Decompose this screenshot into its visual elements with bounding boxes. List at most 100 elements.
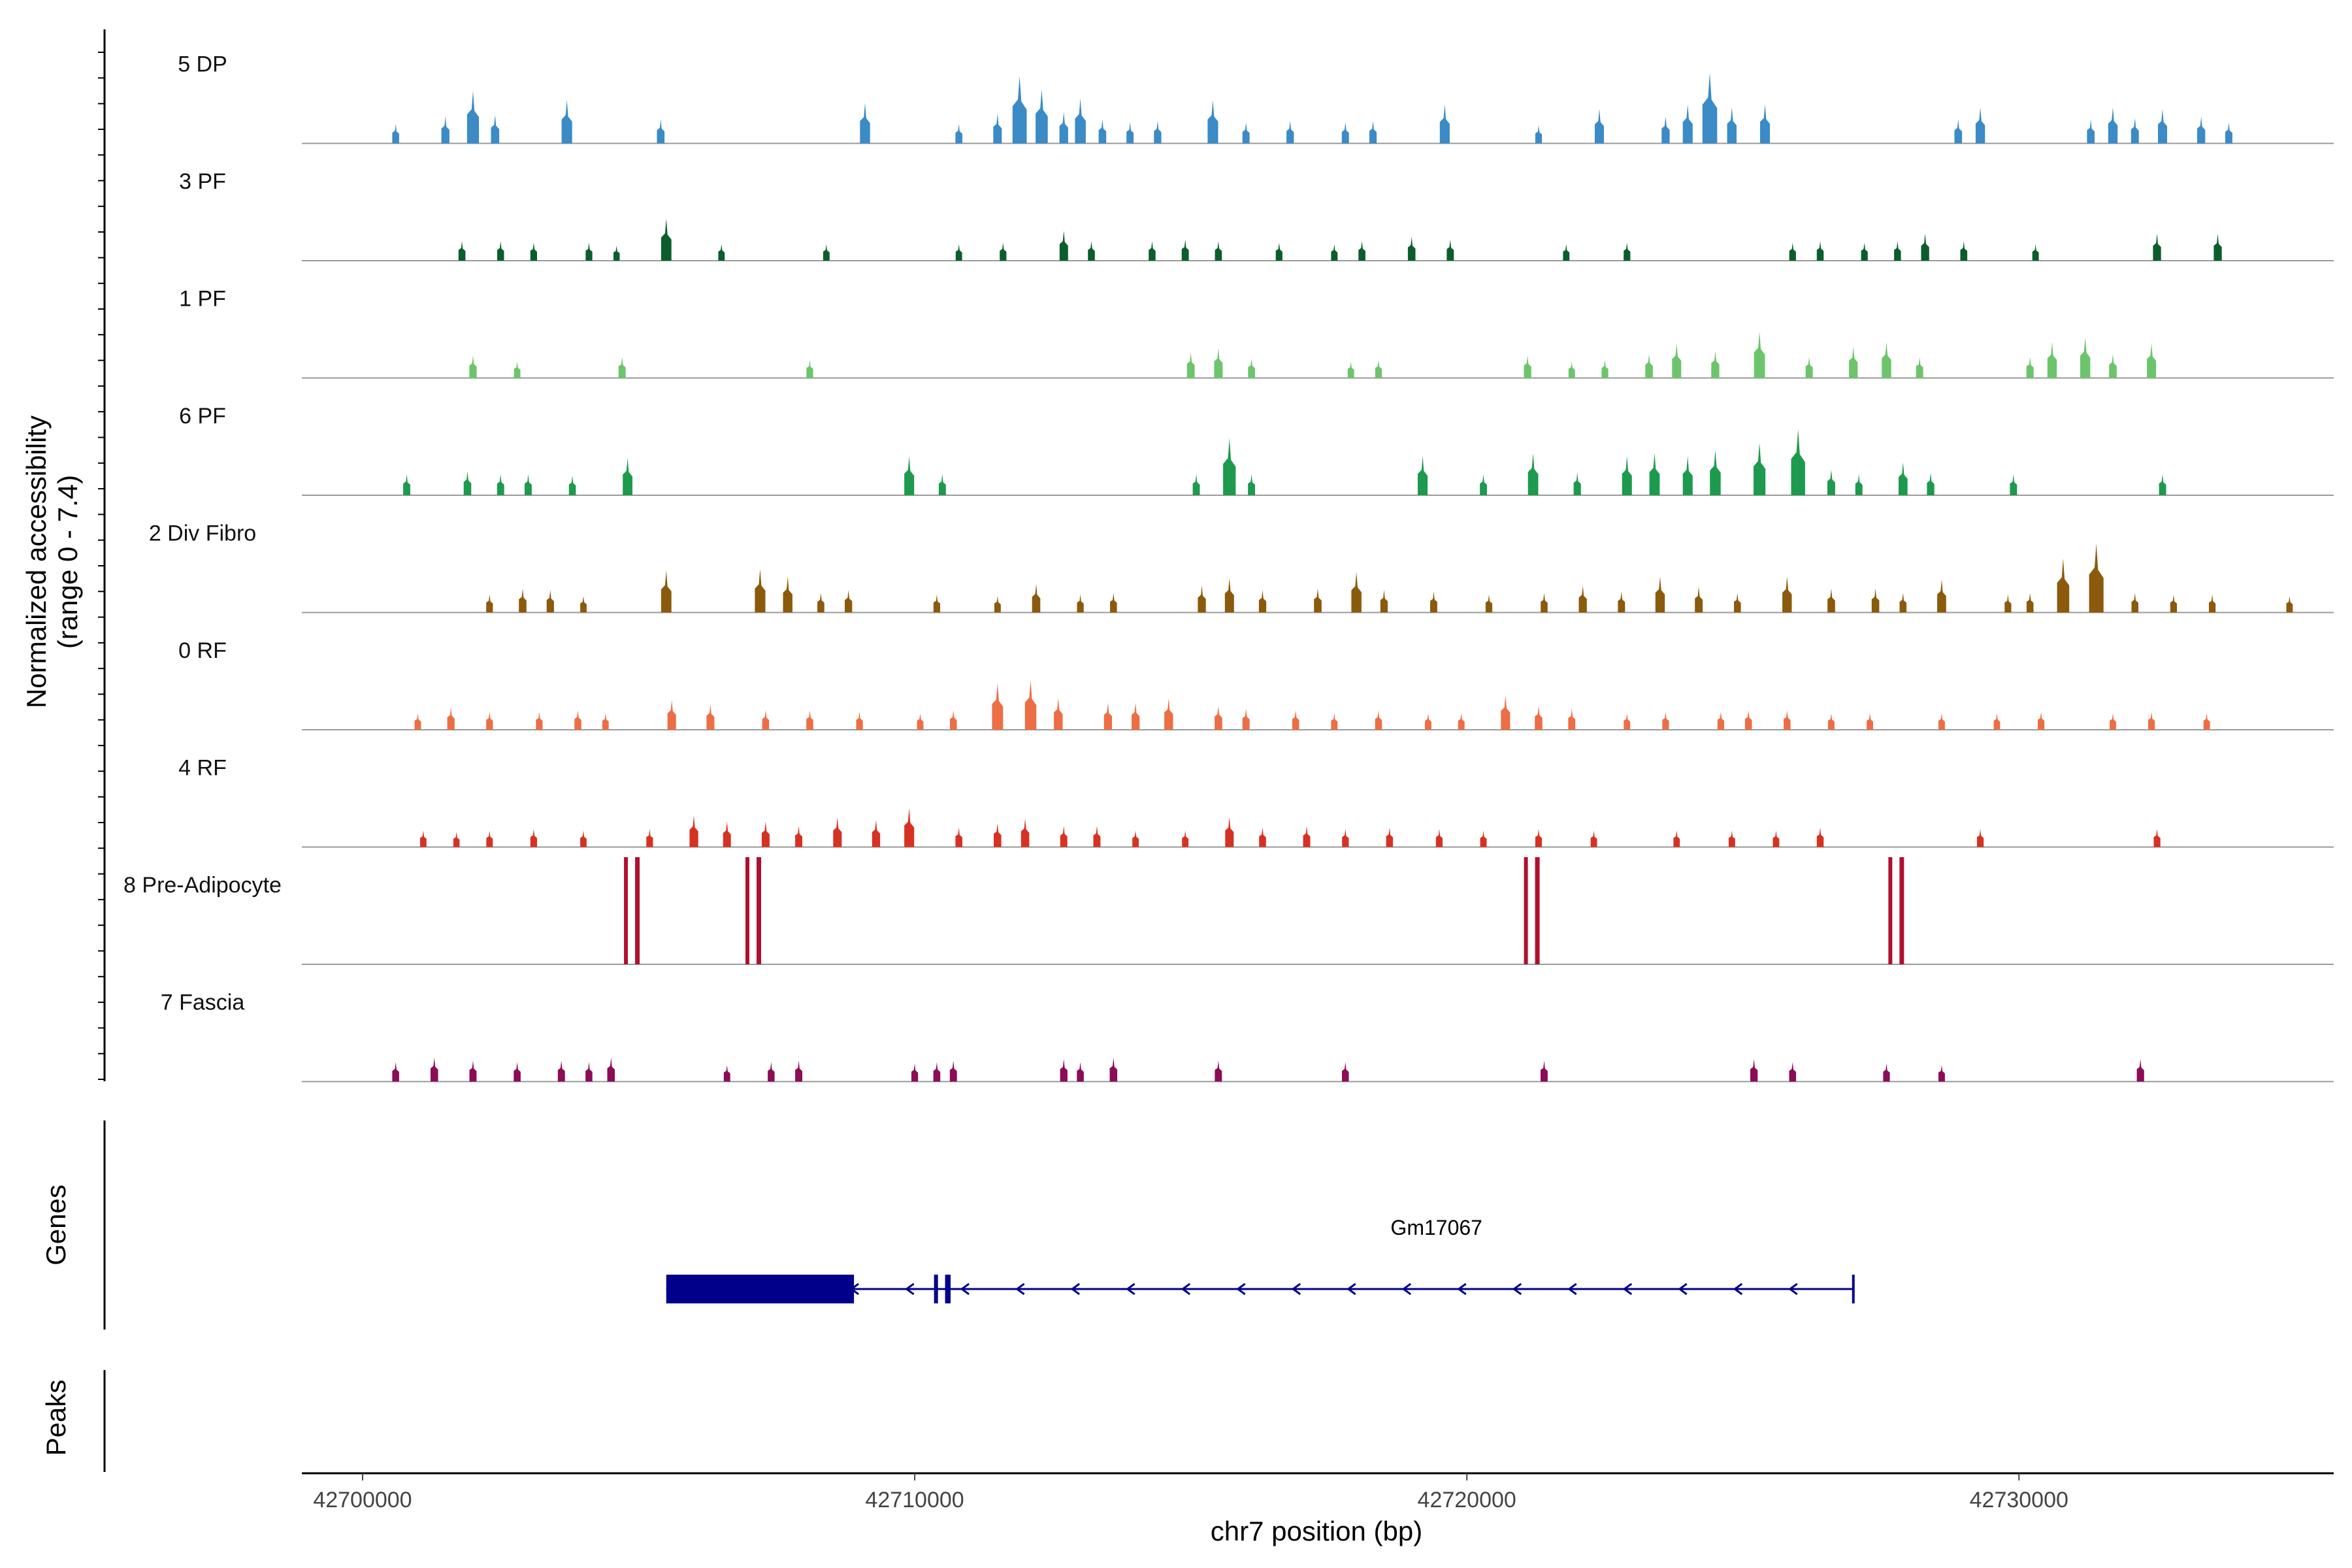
coverage-peak xyxy=(1192,474,1200,495)
coverage-peak xyxy=(1109,1057,1118,1082)
coverage-peak xyxy=(657,119,665,144)
coverage-peak xyxy=(955,244,962,261)
coverage-peak xyxy=(2110,713,2116,730)
gene-track: Gm17067 xyxy=(666,1216,1855,1303)
coverage-peak xyxy=(933,594,940,613)
coverage-peak xyxy=(2209,594,2216,613)
coverage-peak xyxy=(994,596,1001,613)
coverage-peak xyxy=(1993,713,2001,730)
coverage-peak xyxy=(486,594,493,613)
coverage-peak xyxy=(618,357,626,378)
coverage-peak xyxy=(1695,587,1703,613)
coverage-peak xyxy=(1624,713,1631,730)
coverage-peak xyxy=(453,832,460,847)
strand-arrow xyxy=(1015,1282,1025,1296)
coverage-peak xyxy=(2203,713,2210,730)
coverage-peak xyxy=(761,821,770,847)
coverage-peak xyxy=(2153,233,2161,261)
coverage-peak xyxy=(1828,713,1835,730)
coverage-peak xyxy=(624,857,640,964)
coverage-peak xyxy=(466,91,480,144)
coverage-peak xyxy=(1816,827,1824,847)
coverage-peak xyxy=(1224,578,1234,613)
coverage-peak xyxy=(1242,122,1250,144)
strand-arrow xyxy=(1070,1282,1081,1296)
coverage-peak xyxy=(1248,358,1255,378)
coverage-peak xyxy=(806,710,813,730)
coverage-peak xyxy=(1728,830,1735,847)
coverage-peak xyxy=(2131,593,2138,613)
coverage-peak xyxy=(1682,104,1693,144)
genes-track-title: Genes xyxy=(41,1184,71,1266)
coverage-peak xyxy=(1717,711,1724,730)
strand-arrow xyxy=(1401,1282,1412,1296)
coverage-peak xyxy=(1386,827,1394,847)
coverage-peak xyxy=(1110,593,1117,613)
strand-arrow xyxy=(960,1282,970,1296)
coverage-peak xyxy=(1342,828,1349,847)
coverage-peak xyxy=(1331,244,1338,261)
coverage-peak xyxy=(1480,474,1487,495)
gene-exon xyxy=(945,1275,951,1303)
coverage-peak xyxy=(1882,342,1891,378)
coverage-peak xyxy=(486,830,493,847)
track-label: 4 RF xyxy=(178,756,227,781)
coverage-peak xyxy=(403,474,410,495)
track-label: 1 PF xyxy=(179,287,226,312)
track-label: 3 PF xyxy=(179,169,226,194)
coverage-peak xyxy=(762,710,770,730)
coverage-peak xyxy=(1088,241,1095,261)
coverage-peak xyxy=(745,857,761,964)
coverage-peak xyxy=(1021,818,1030,847)
coverage-peak xyxy=(817,593,825,613)
gene-label: Gm17067 xyxy=(1390,1216,1482,1239)
coverage-peak xyxy=(486,711,493,730)
coverage-peak xyxy=(1816,241,1824,261)
coverage-peak xyxy=(1541,593,1548,613)
coverage-peak xyxy=(1782,576,1792,613)
coverage-peak xyxy=(661,570,672,613)
coverage-peak xyxy=(602,713,609,730)
coverage-peak xyxy=(1331,713,1338,730)
coverage-peak xyxy=(1535,706,1543,730)
coverage-peak xyxy=(1568,708,1576,730)
coverage-peak xyxy=(994,823,1002,847)
coverage-peak xyxy=(2153,828,2161,847)
coverage-peak xyxy=(491,114,500,144)
coverage-peak xyxy=(1883,1063,1890,1082)
coverage-peak xyxy=(1827,469,1835,495)
coverage-peak xyxy=(557,1060,565,1082)
y-axis-title-line1: Normalized accessibility xyxy=(21,416,52,708)
strand-arrow xyxy=(1291,1282,1301,1296)
coverage-peak xyxy=(1871,588,1880,613)
coverage-peak xyxy=(514,361,521,378)
coverage-peak xyxy=(795,826,802,847)
coverage-peak xyxy=(718,244,725,261)
coverage-peak xyxy=(2080,337,2091,378)
coverage-peak xyxy=(723,821,731,847)
coverage-peak xyxy=(1077,594,1084,613)
gene-gm17067: Gm17067 xyxy=(666,1216,1855,1303)
coverage-peak xyxy=(938,474,946,495)
coverage-peak xyxy=(1248,474,1255,495)
coverage-peak xyxy=(1791,429,1805,495)
coverage-peak xyxy=(2148,711,2155,730)
coverage-peak xyxy=(1149,241,1156,261)
track-label: 0 RF xyxy=(178,638,227,663)
coverage-peak xyxy=(2026,593,2034,613)
track-label: 5 DP xyxy=(178,52,227,77)
coverage-peak xyxy=(2147,343,2157,378)
coverage-peak xyxy=(1303,826,1311,847)
coverage-peak xyxy=(1425,713,1431,730)
coverage-peak xyxy=(1154,121,1162,144)
coverage-peak xyxy=(904,456,915,495)
coverage-peak xyxy=(755,568,766,613)
coverage-peak xyxy=(1418,456,1428,495)
coverage-peak xyxy=(1827,588,1835,613)
coverage-peak xyxy=(1702,73,1718,144)
y-axis-title-line2: (range 0 - 7.4) xyxy=(52,475,83,649)
coverage-peak xyxy=(2026,357,2034,378)
coverage-peak xyxy=(768,1062,775,1082)
coverage-peak xyxy=(1275,242,1282,261)
coverage-peak xyxy=(458,241,466,261)
